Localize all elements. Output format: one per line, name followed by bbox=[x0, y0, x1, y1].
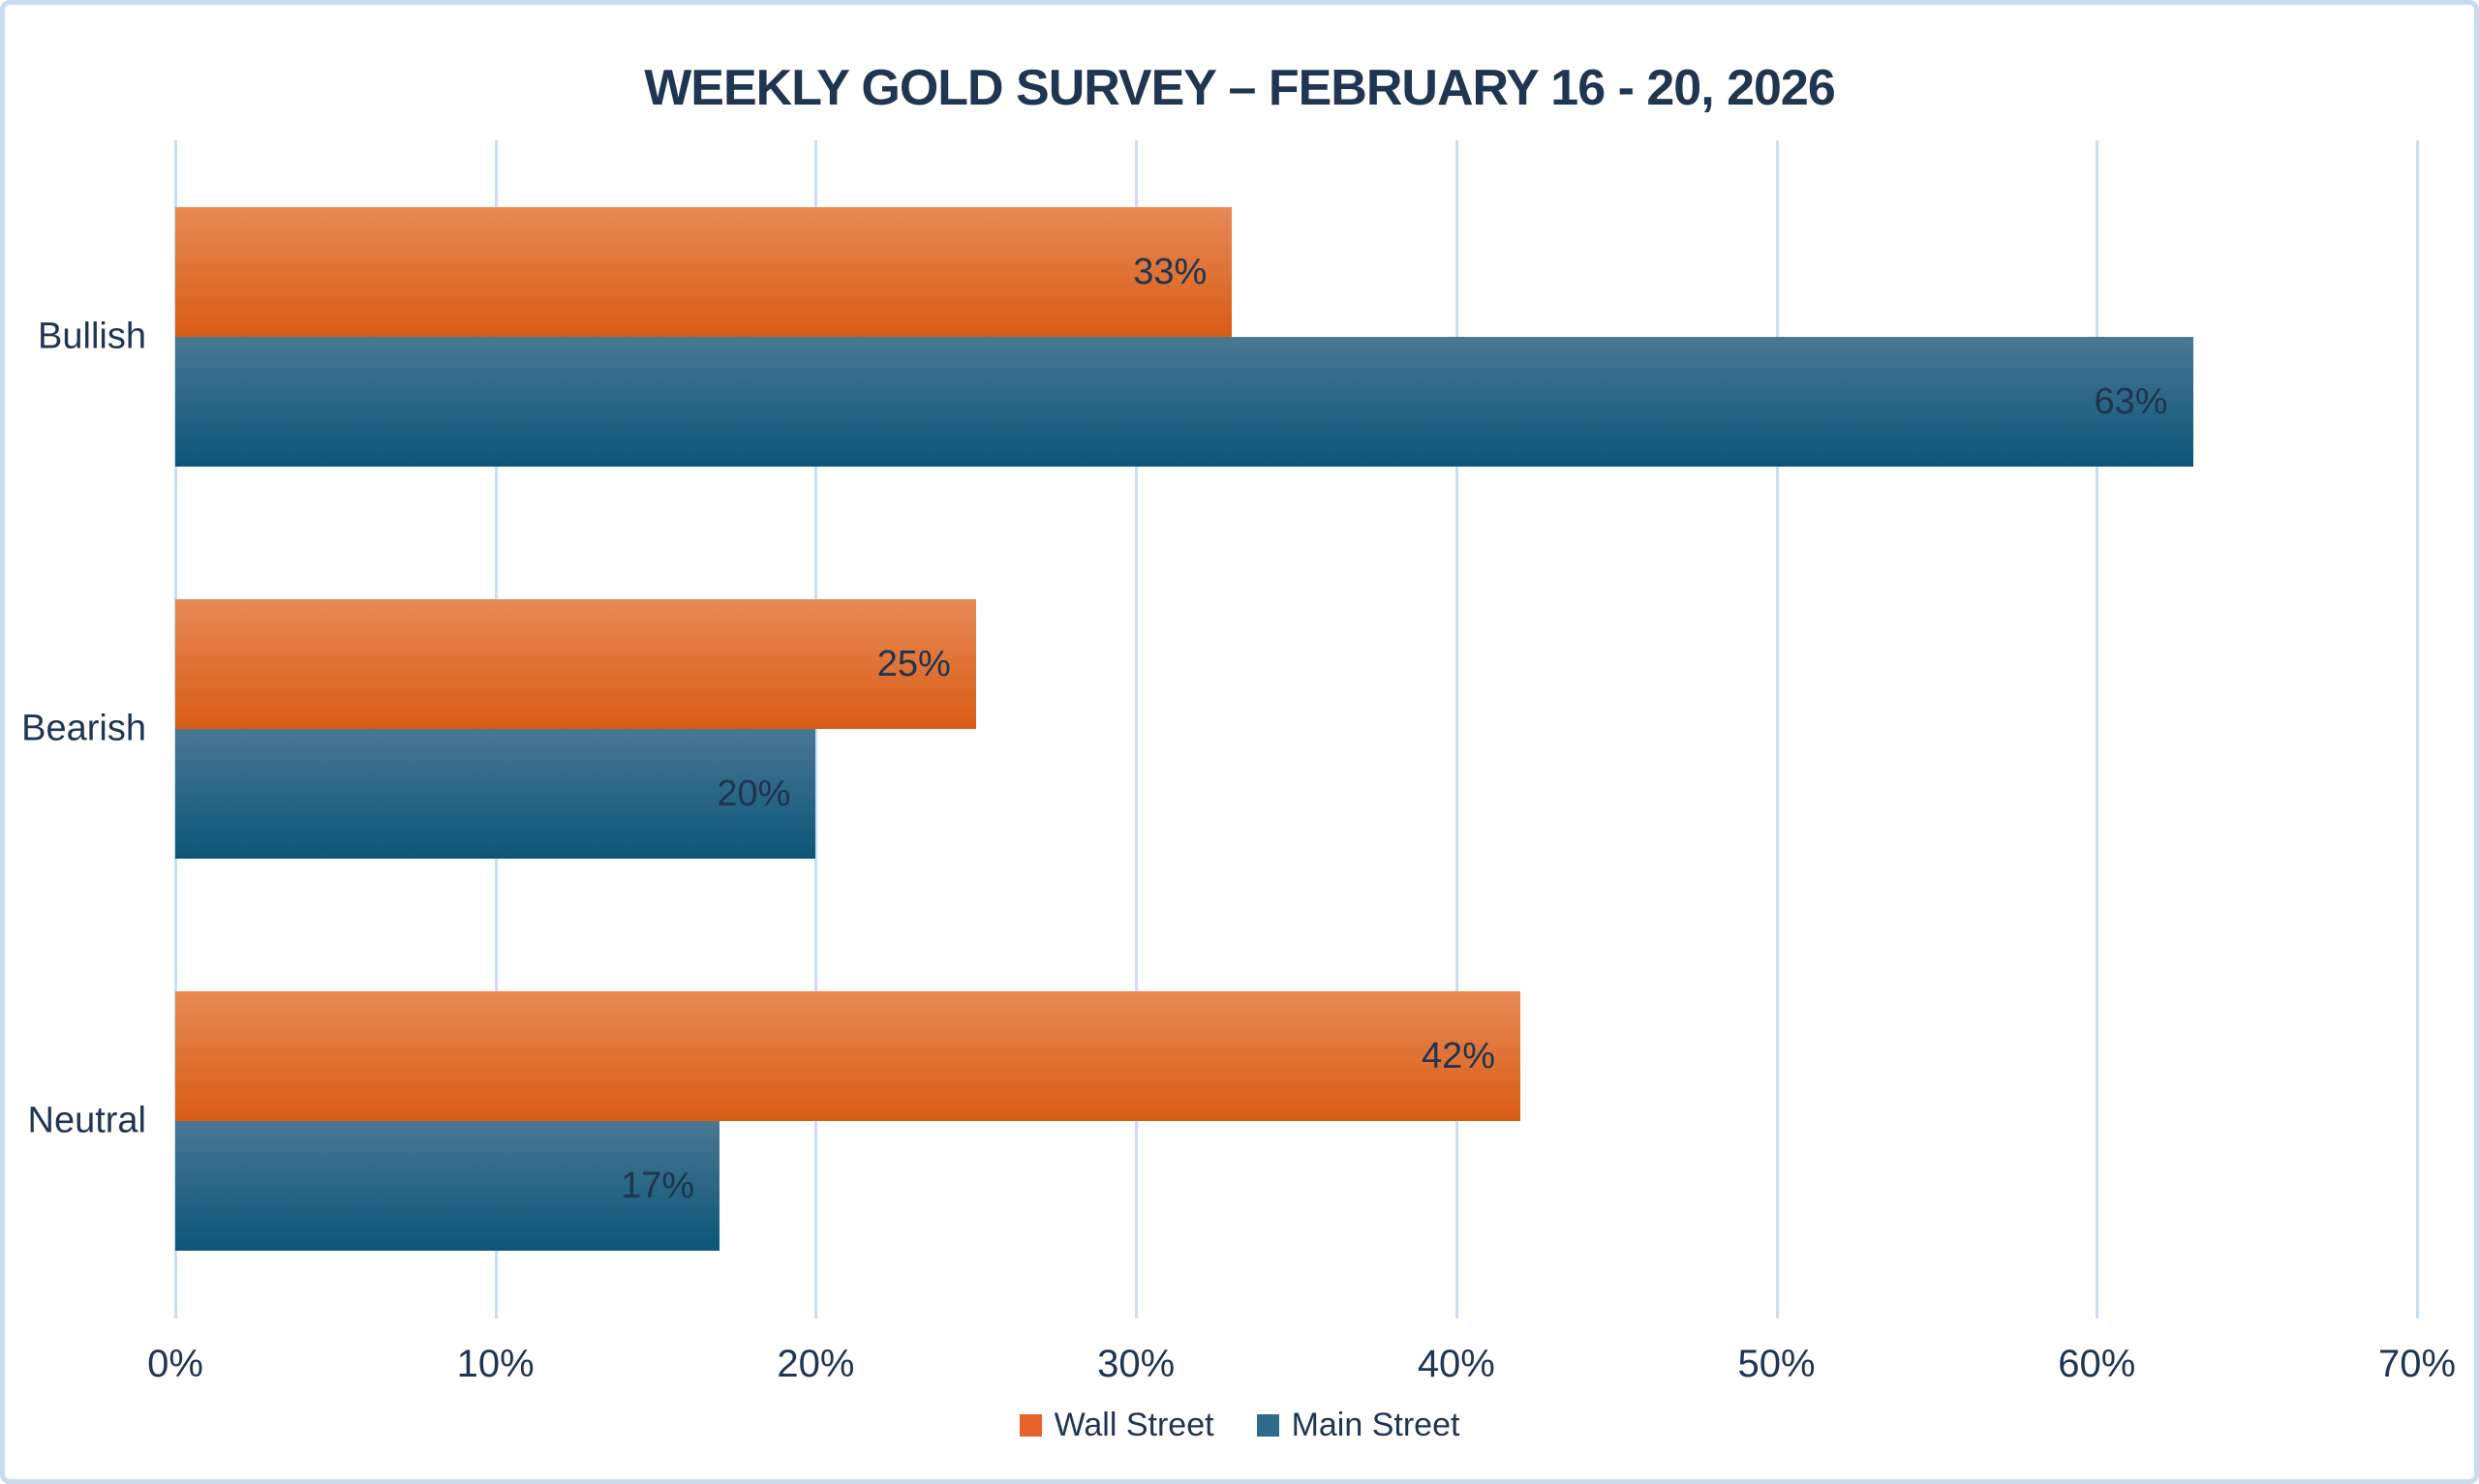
data-label: 20% bbox=[717, 772, 791, 814]
legend-item-main_street: Main Street bbox=[1256, 1407, 1460, 1444]
legend-label: Main Street bbox=[1291, 1407, 1460, 1443]
legend-item-wall_street: Wall Street bbox=[1019, 1407, 1214, 1444]
gridline bbox=[2416, 140, 2419, 1318]
x-tick-label: 30% bbox=[1097, 1343, 1176, 1385]
bar-main_street-neutral: 17% bbox=[175, 1121, 720, 1251]
main_street-swatch-icon bbox=[1256, 1414, 1279, 1437]
gridline bbox=[1135, 140, 1139, 1318]
x-tick-label: 20% bbox=[777, 1343, 855, 1385]
legend: Wall Street Main Street bbox=[5, 1407, 2474, 1444]
x-tick-label: 60% bbox=[2058, 1343, 2136, 1385]
data-label: 63% bbox=[2094, 380, 2168, 422]
bar-main_street-bearish: 20% bbox=[175, 729, 816, 859]
bar-wall_street-bearish: 25% bbox=[175, 599, 976, 729]
legend-label: Wall Street bbox=[1054, 1407, 1214, 1443]
plot-area: 33% 63% 25% 20% 42% 17% bbox=[174, 140, 2419, 1318]
gridline bbox=[1454, 140, 1458, 1318]
category-label-neutral: Neutral bbox=[27, 1100, 147, 1141]
x-tick-label: 40% bbox=[1417, 1343, 1495, 1385]
chart-title: WEEKLY GOLD SURVEY – FEBRUARY 16 - 20, 2… bbox=[644, 60, 1836, 116]
x-tick-label: 70% bbox=[2377, 1343, 2457, 1385]
category-label-bullish: Bullish bbox=[38, 316, 146, 357]
x-tick-label: 50% bbox=[1737, 1343, 1816, 1385]
data-label: 17% bbox=[621, 1165, 695, 1206]
data-label: 25% bbox=[876, 643, 951, 684]
bar-wall_street-neutral: 42% bbox=[175, 991, 1520, 1121]
gridline bbox=[814, 140, 818, 1318]
gridline bbox=[2096, 140, 2099, 1318]
x-tick-label: 0% bbox=[147, 1343, 203, 1385]
category-label-bearish: Bearish bbox=[21, 708, 146, 749]
bar-wall_street-bullish: 33% bbox=[175, 207, 1233, 337]
wall_street-swatch-icon bbox=[1019, 1414, 1042, 1437]
x-tick-label: 10% bbox=[456, 1343, 535, 1385]
bar-main_street-bullish: 63% bbox=[175, 337, 2193, 467]
data-label: 42% bbox=[1421, 1035, 1495, 1076]
gridline bbox=[1775, 140, 1779, 1318]
data-label: 33% bbox=[1133, 251, 1208, 292]
